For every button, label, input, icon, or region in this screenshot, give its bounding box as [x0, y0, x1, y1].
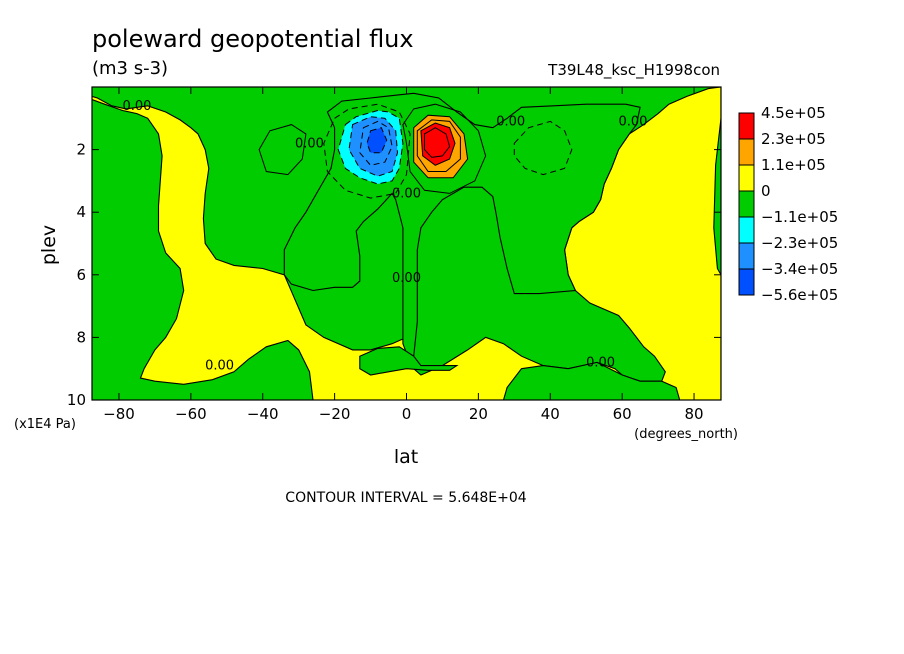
colorbar-swatch — [738, 164, 755, 192]
zero-contour-label: 0.00 — [295, 136, 324, 151]
colorbar-label: 1.1e+05 — [761, 156, 826, 174]
y-tick-label: 4 — [76, 203, 86, 221]
colorbar-swatch — [738, 242, 755, 270]
zero-contour-label: 0.00 — [618, 114, 647, 129]
negative-contour — [337, 109, 404, 185]
x-tick-label: −60 — [175, 405, 207, 423]
y-axis-ticks: 2 4 6 8 10 — [67, 141, 721, 409]
negative-region — [713, 118, 721, 276]
colorbar-swatch — [738, 112, 755, 140]
colorbar-label: −3.4e+05 — [761, 260, 838, 278]
colorbar-swatch — [738, 190, 755, 218]
x-axis-ticks: −80 −60 −40 −20 0 20 40 60 80 — [103, 87, 704, 423]
zero-contour-label: 0.00 — [586, 355, 615, 370]
colorbar-label: −2.3e+05 — [761, 234, 838, 252]
y-tick-label: 8 — [76, 328, 86, 346]
shaded-regions — [92, 87, 721, 400]
colorbar: 4.5e+05 2.3e+05 1.1e+05 0 −1.1e+05 −2.3e+05 −3… — [738, 104, 838, 304]
negative-contour — [359, 120, 393, 166]
zero-contour-label: 0.00 — [392, 186, 421, 201]
positive-contour — [413, 114, 469, 179]
negative-region — [502, 361, 681, 400]
zero-contour-label: 0.00 — [205, 359, 234, 374]
colorbar-label: −5.6e+05 — [761, 286, 838, 304]
y-tick-label: 6 — [76, 266, 86, 284]
y-tick-label: 2 — [76, 141, 86, 159]
positive-contour — [424, 127, 451, 158]
contour-interval-note: CONTOUR INTERVAL = 5.648E+04 — [285, 490, 526, 506]
x-tick-label: 80 — [684, 405, 703, 423]
units-label: (m3 s-3) — [92, 58, 168, 79]
zero-contour-label: 0.00 — [122, 99, 151, 114]
zero-contour-label: 0.00 — [496, 114, 525, 129]
negative-region — [359, 346, 459, 376]
x-tick-label: 0 — [402, 405, 412, 423]
colorbar-swatch — [738, 138, 755, 166]
negative-contour — [348, 116, 399, 177]
contour-lines — [258, 103, 573, 199]
run-label: T39L48_ksc_H1998con — [547, 61, 720, 80]
colorbar-label: 0 — [761, 182, 771, 200]
colorbar-label: −1.1e+05 — [761, 208, 838, 226]
x-tick-label: 60 — [613, 405, 632, 423]
zero-contour-label: 0.00 — [392, 271, 421, 286]
zero-contour-labels: 0.00 0.00 0.00 0.00 0.00 0.00 0.00 0.00 — [122, 99, 647, 374]
x-tick-label: −80 — [103, 405, 135, 423]
x-axis-title: lat — [394, 446, 418, 468]
y-tick-label: 10 — [67, 391, 86, 409]
x-axis-units: (degrees_north) — [634, 427, 738, 442]
x-tick-label: −20 — [319, 405, 351, 423]
positive-contour — [258, 124, 307, 176]
core-fill — [424, 127, 450, 158]
negative-contour — [323, 103, 411, 199]
x-tick-label: −40 — [247, 405, 279, 423]
y-axis-title: plev — [38, 225, 60, 265]
positive-contour — [416, 119, 461, 172]
positive-contour — [420, 122, 456, 166]
colorbar-swatch — [738, 268, 755, 296]
colorbar-label: 2.3e+05 — [761, 130, 826, 148]
y-axis-units: (x1E4 Pa) — [14, 417, 76, 432]
chart-title: poleward geopotential flux — [92, 25, 414, 53]
negative-contour — [366, 127, 388, 154]
negative-region — [92, 98, 314, 400]
core-fill — [367, 127, 387, 153]
colorbar-label: 4.5e+05 — [761, 104, 826, 122]
colorbar-swatch — [738, 216, 755, 244]
x-tick-label: 40 — [541, 405, 560, 423]
negative-contour — [513, 120, 573, 176]
positive-contour — [402, 103, 487, 194]
x-tick-label: 20 — [469, 405, 488, 423]
